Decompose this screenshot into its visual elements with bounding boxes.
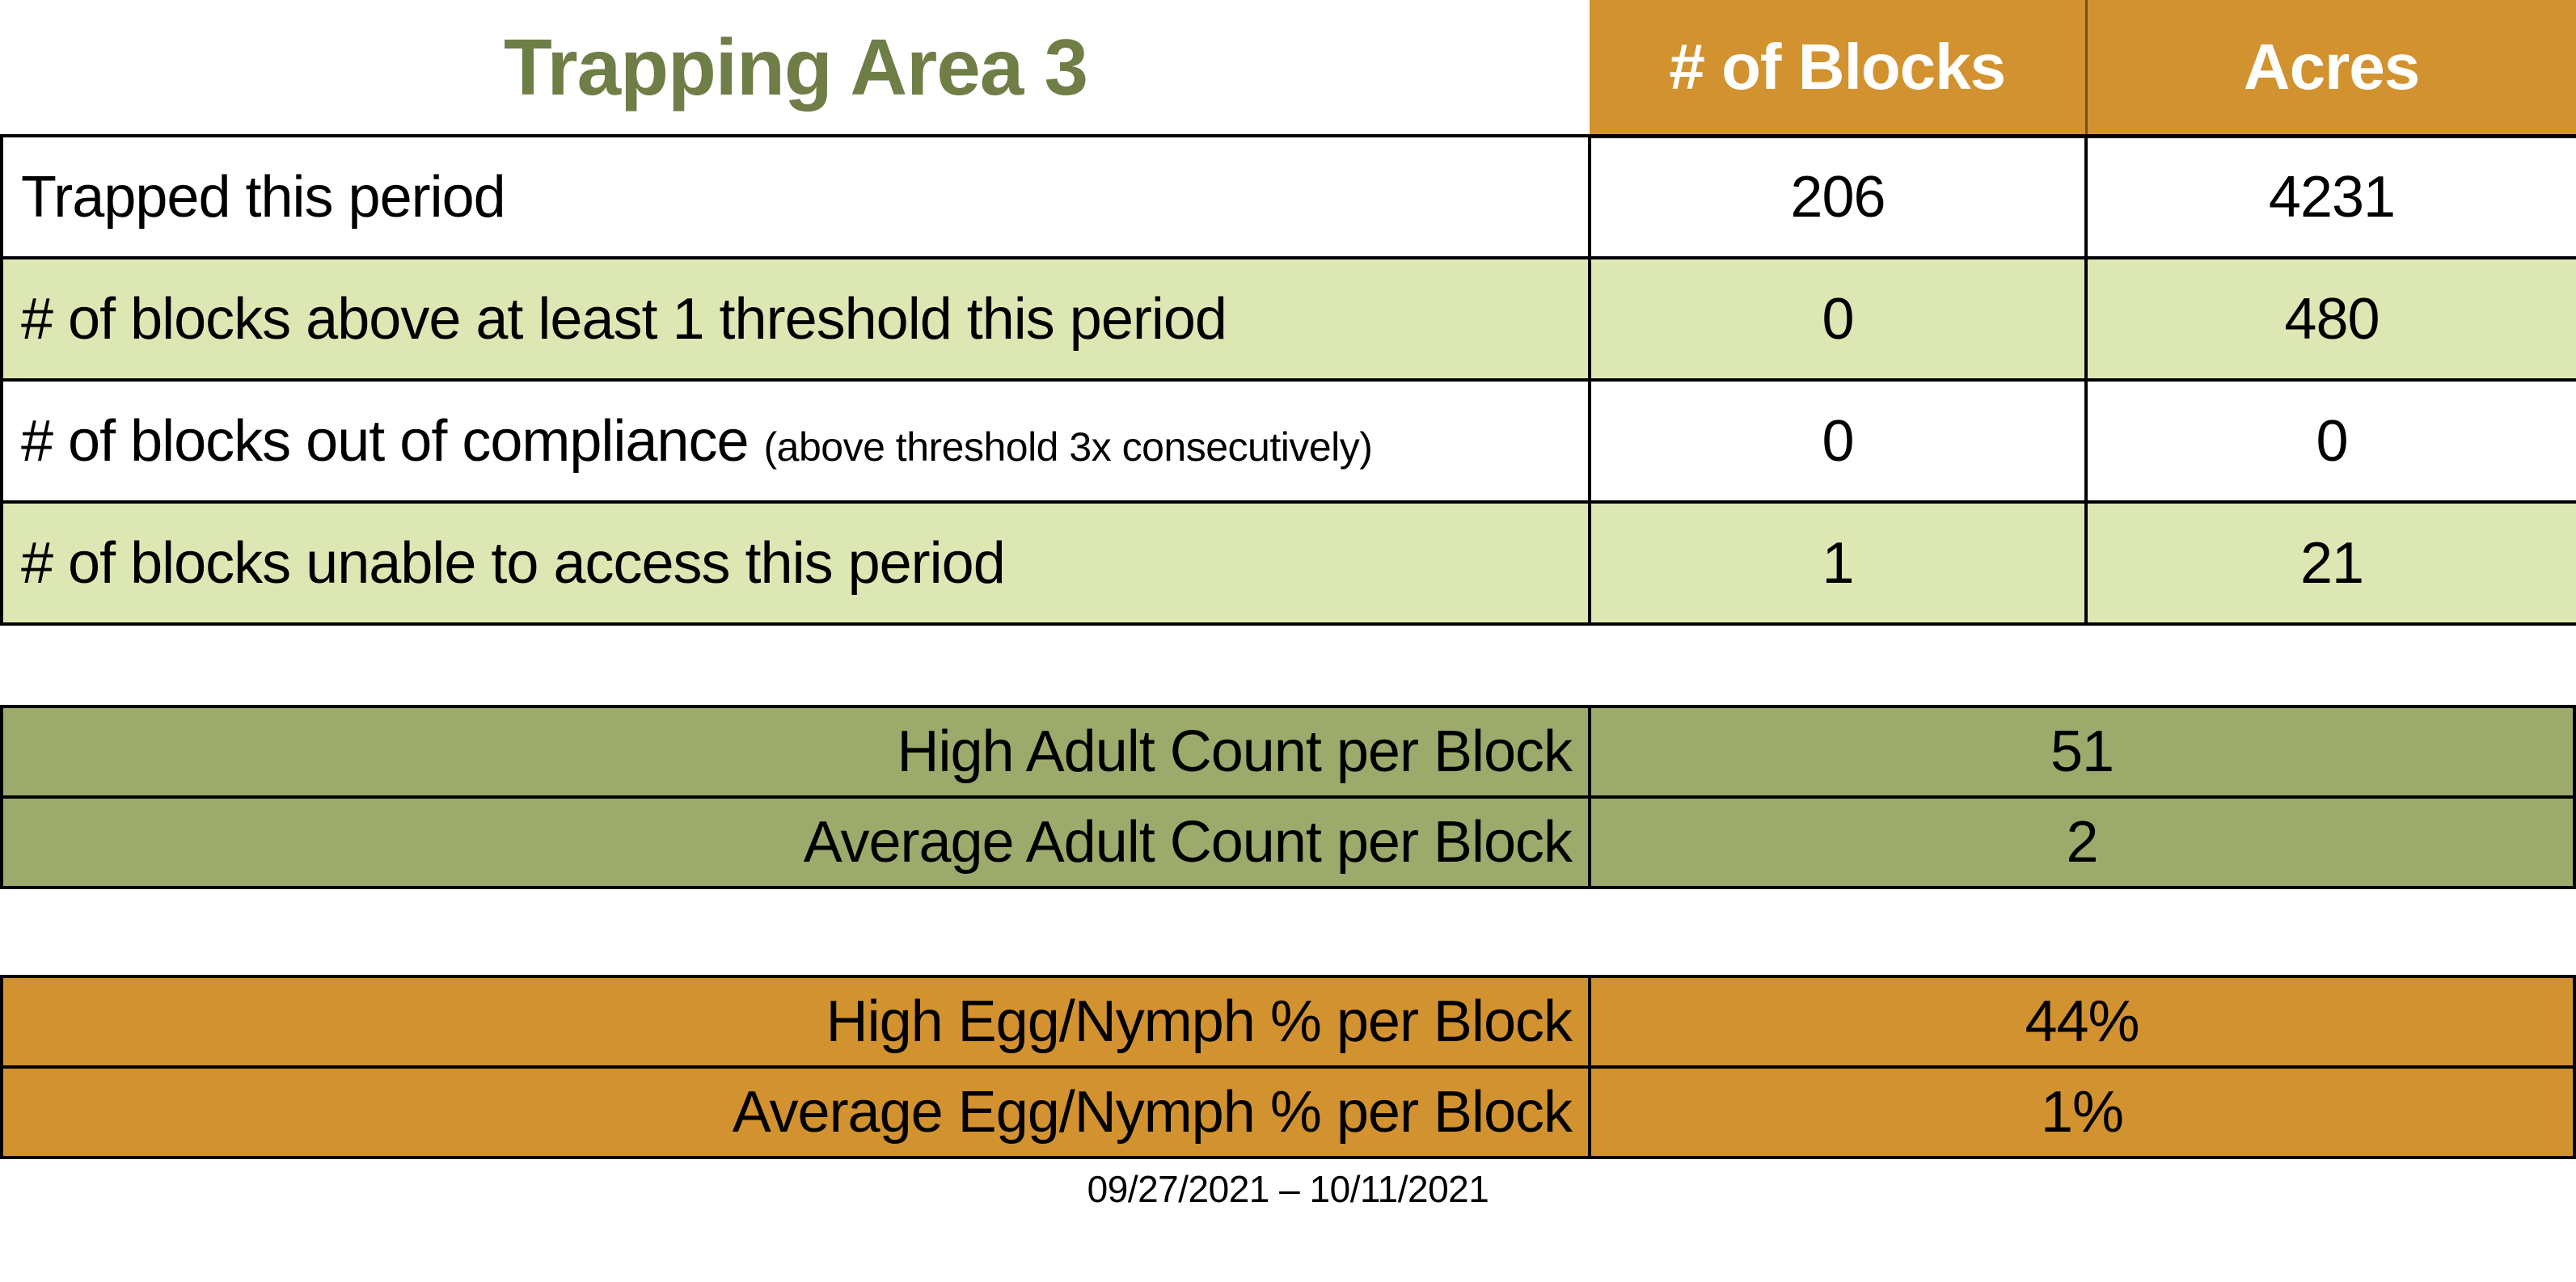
page-title: Trapping Area 3 [2, 0, 1590, 136]
row-label: # of blocks above at least 1 threshold t… [0, 256, 1591, 382]
col-header-acres: Acres [2084, 0, 2576, 138]
table-row: Average Egg/Nymph % per Block 1% [0, 1065, 2576, 1159]
row-label: # of blocks unable to access this period [0, 500, 1591, 626]
table-row: Average Adult Count per Block 2 [0, 795, 2576, 889]
header-row: Trapping Area 3 # of Blocks Acres [2, 0, 2576, 138]
table-row: # of blocks unable to access this period… [0, 500, 2576, 626]
row-label-note: (above threshold 3x consecutively) [763, 424, 1373, 470]
adult-count-table-inner: High Adult Count per Block 51 Average Ad… [0, 705, 2576, 889]
table-row: # of blocks above at least 1 threshold t… [0, 256, 2576, 382]
blocks-value: 0 [1588, 256, 2088, 382]
row-value: 44% [1588, 975, 2576, 1069]
row-label: Average Adult Count per Block [0, 795, 1591, 889]
row-value: 1% [1588, 1065, 2576, 1159]
trapping-summary-table: Trapping Area 3 # of Blocks Acres Trappe… [0, 0, 2576, 626]
egg-nymph-table: High Egg/Nymph % per Block 44% Average E… [0, 975, 2576, 1159]
acres-value: 480 [2084, 256, 2576, 382]
row-label: High Egg/Nymph % per Block [0, 975, 1591, 1069]
col-header-blocks: # of Blocks [1590, 0, 2086, 138]
acres-value: 4231 [2084, 134, 2576, 259]
table-row: # of blocks out of compliance (above thr… [0, 378, 2576, 504]
blocks-value: 0 [1588, 378, 2088, 504]
table-row: High Adult Count per Block 51 [0, 705, 2576, 799]
row-label: Average Egg/Nymph % per Block [0, 1065, 1591, 1159]
row-label-text: # of blocks above at least 1 threshold t… [21, 286, 1227, 352]
row-label-text: Trapped this period [21, 164, 506, 230]
blocks-value: 1 [1588, 500, 2088, 626]
row-label: # of blocks out of compliance (above thr… [0, 378, 1591, 504]
row-label: High Adult Count per Block [0, 705, 1591, 799]
row-label-text: # of blocks out of compliance [21, 408, 750, 474]
acres-value: 0 [2084, 378, 2576, 504]
table-row: Trapped this period 206 4231 [0, 134, 2576, 259]
row-value: 51 [1588, 705, 2576, 799]
acres-value: 21 [2084, 500, 2576, 626]
blocks-value: 206 [1588, 134, 2088, 259]
row-label: Trapped this period [0, 134, 1591, 259]
egg-nymph-table-inner: High Egg/Nymph % per Block 44% Average E… [0, 975, 2576, 1159]
row-label-text: # of blocks unable to access this period [21, 530, 1006, 596]
date-range: 09/27/2021 – 10/11/2021 [1087, 1168, 1489, 1210]
table-row: High Egg/Nymph % per Block 44% [0, 975, 2576, 1069]
row-value: 2 [1588, 795, 2576, 889]
adult-count-table: High Adult Count per Block 51 Average Ad… [0, 705, 2576, 889]
